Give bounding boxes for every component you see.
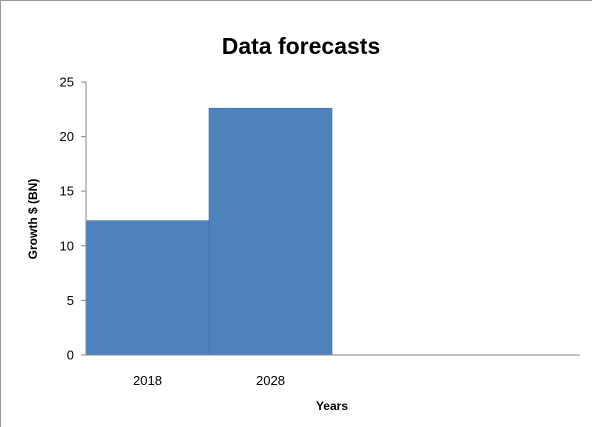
y-tick-label: 5 — [67, 293, 74, 308]
bar-2018 — [85, 220, 210, 356]
bars — [85, 107, 333, 356]
y-tick-label: 10 — [60, 238, 74, 253]
y-axis-title: Growth $ (BN) — [26, 179, 40, 260]
y-tick-label: 20 — [60, 129, 74, 144]
x-tick-label: 2028 — [256, 373, 285, 388]
bar-2028 — [208, 107, 333, 356]
y-axis-ticks: 0 5 10 15 20 25 — [60, 75, 86, 363]
chart-frame-left — [0, 0, 1, 427]
y-tick-label: 15 — [60, 184, 74, 199]
x-axis-title: Years — [316, 399, 348, 413]
x-tick-label: 2018 — [133, 373, 162, 388]
y-tick-label: 25 — [60, 75, 74, 90]
chart-title: Data forecasts — [222, 33, 381, 59]
y-tick-label: 0 — [67, 348, 74, 363]
x-axis-ticks: 2018 2028 — [133, 373, 285, 388]
chart-frame-top — [0, 0, 592, 1]
